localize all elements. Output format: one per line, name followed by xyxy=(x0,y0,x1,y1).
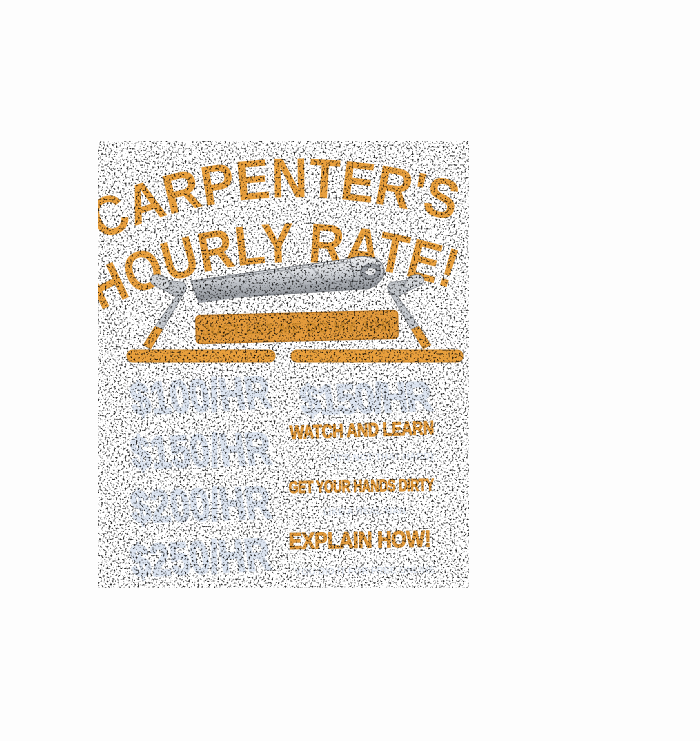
svg-text:$150/HR: $150/HR xyxy=(297,373,435,424)
svg-text:LIKE A REAL MAN: LIKE A REAL MAN xyxy=(323,506,406,518)
svg-text:$150/HR: $150/HR xyxy=(127,422,274,479)
svg-text:$250/HR: $250/HR xyxy=(126,528,274,587)
svg-text:EXPLAIN HOW!: EXPLAIN HOW! xyxy=(289,526,431,554)
svg-text:$200/HR: $200/HR xyxy=(127,476,274,533)
svg-text:GET YOUR HANDS DIRTY: GET YOUR HANDS DIRTY xyxy=(289,475,435,497)
svg-text:WATCH AND LEARN: WATCH AND LEARN xyxy=(289,418,434,444)
svg-text:(IT'S NOT THAT HARD): (IT'S NOT THAT HARD) xyxy=(330,451,434,464)
svg-text:$100/HR: $100/HR xyxy=(126,366,274,425)
svg-text:YOU DID IT FOR FREE ONLINE: YOU DID IT FOR FREE ONLINE xyxy=(295,565,435,578)
